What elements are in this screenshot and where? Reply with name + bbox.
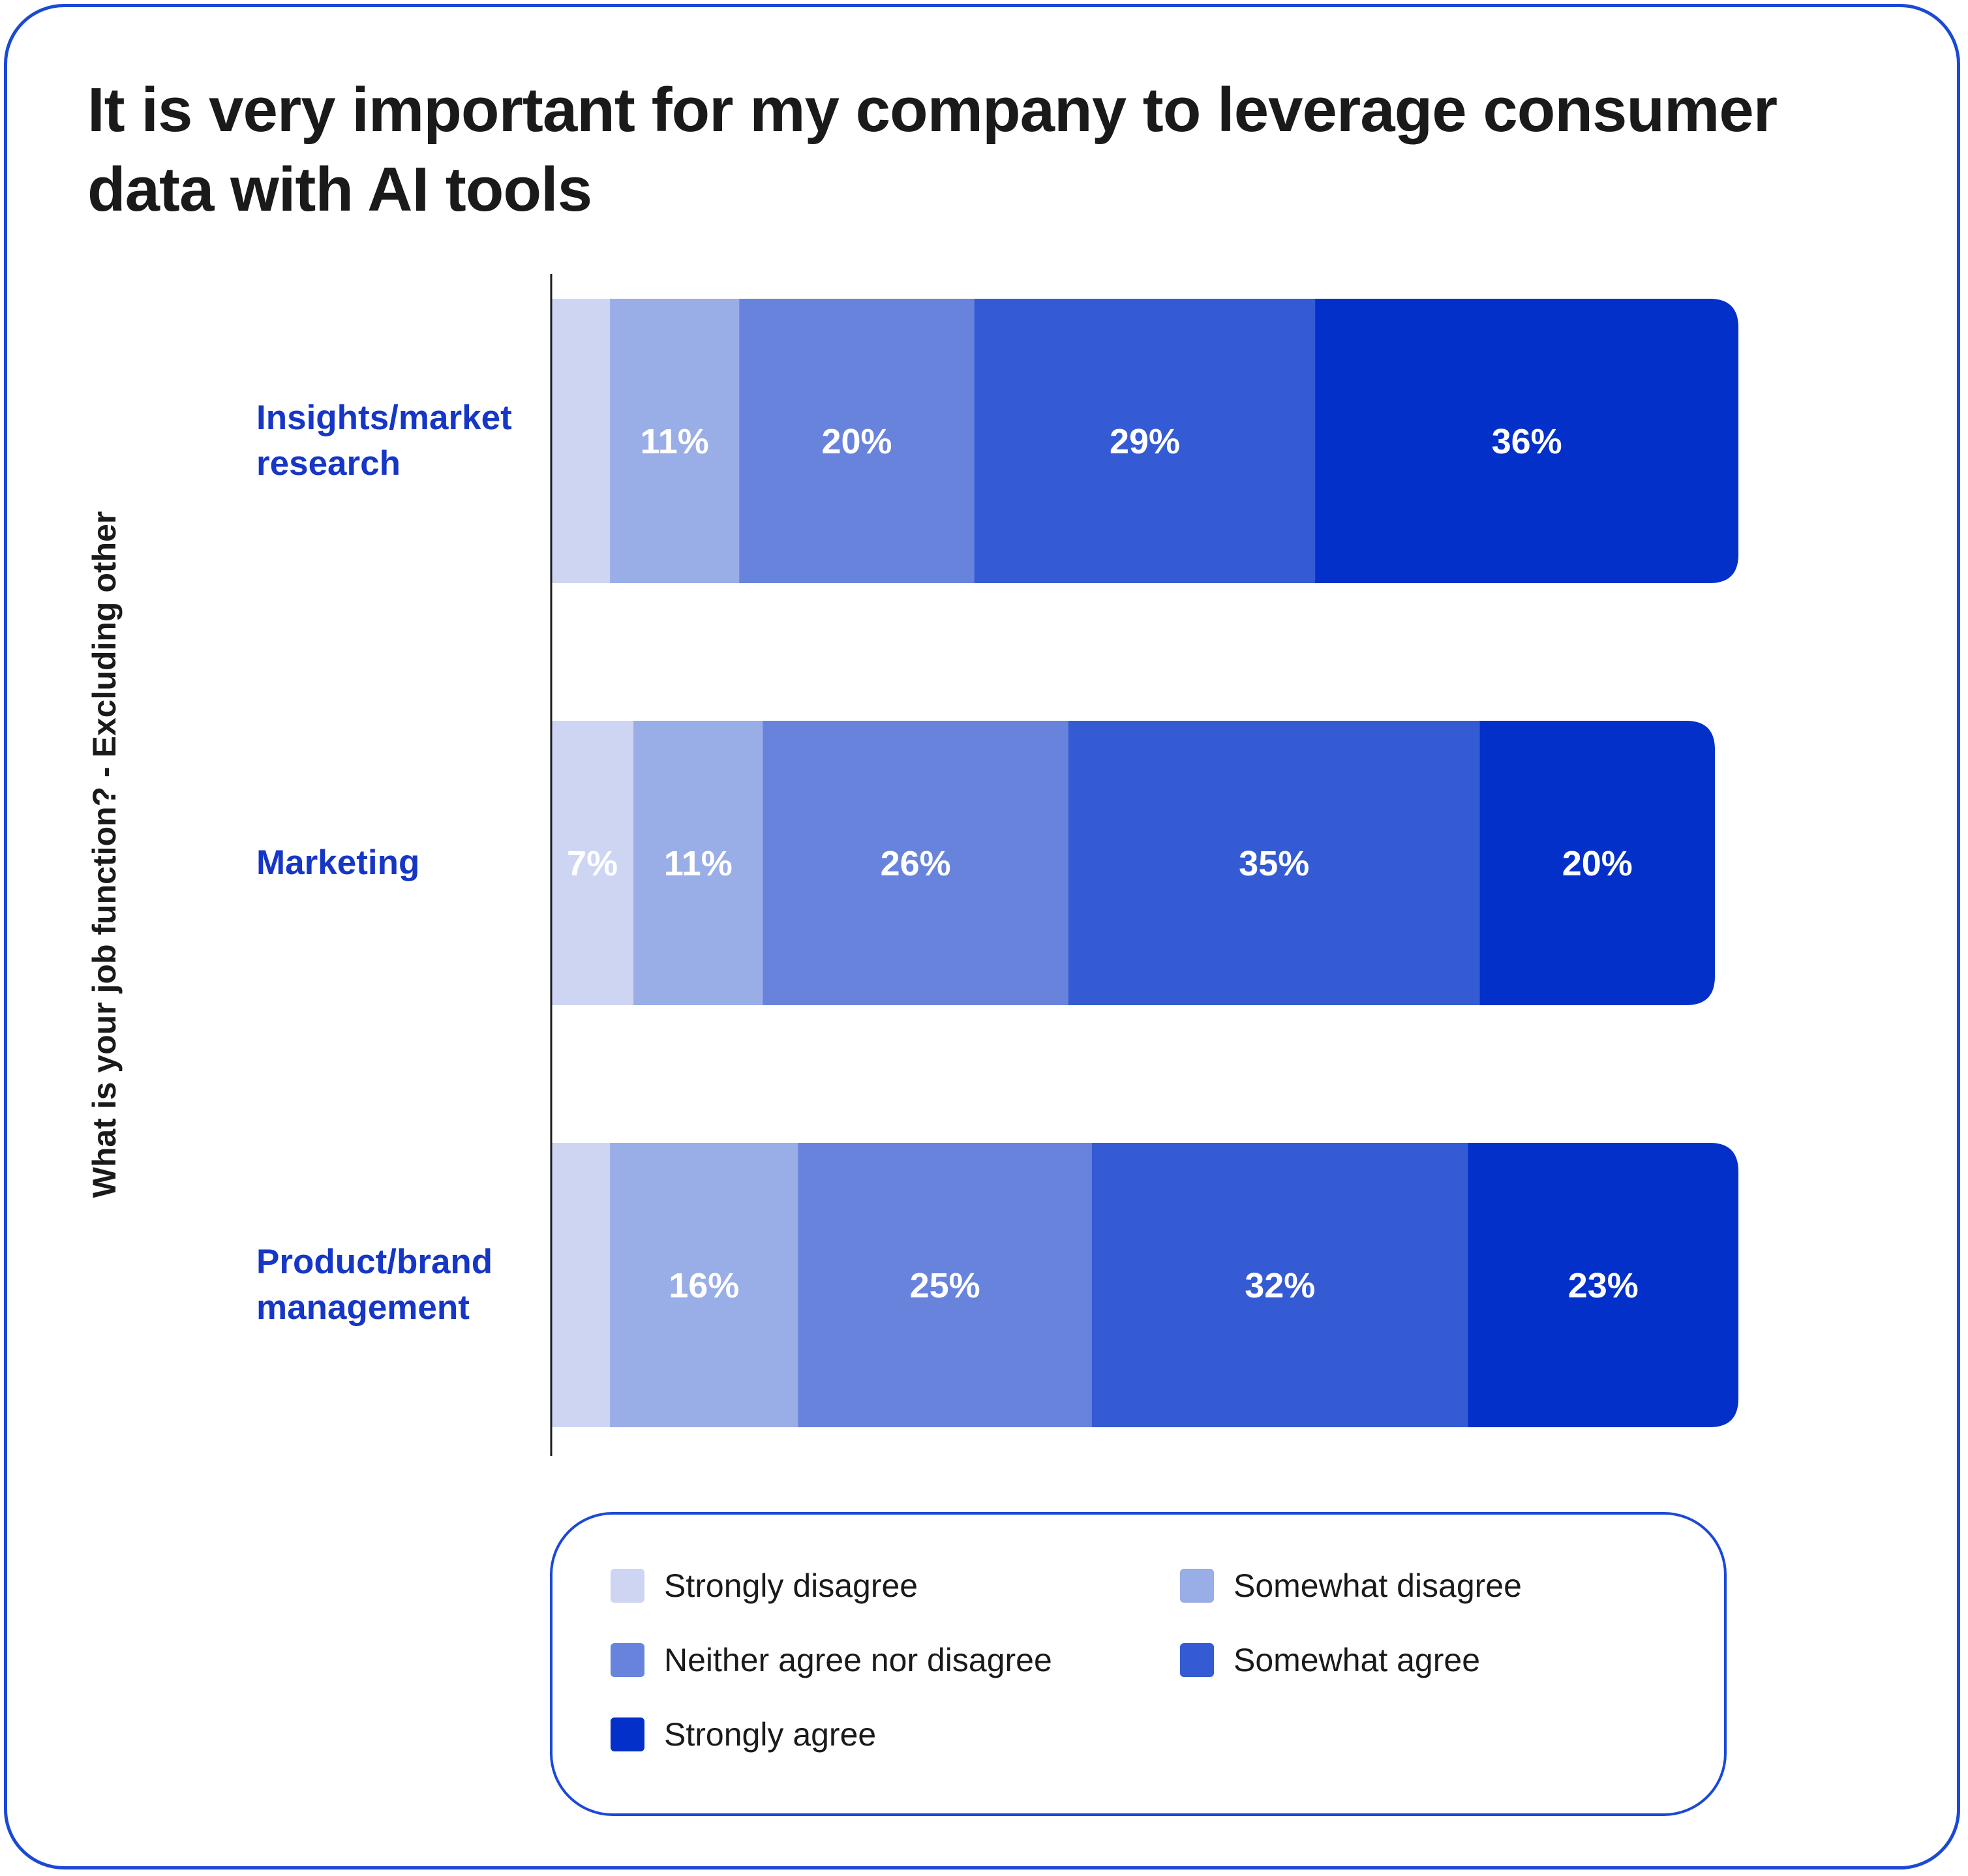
category-label-line: Insights/market bbox=[256, 399, 512, 437]
bar-group-2 bbox=[551, 1143, 1739, 1427]
legend-swatch bbox=[611, 1643, 644, 1677]
legend-label: Neither agree nor disagree bbox=[664, 1642, 1052, 1678]
legend-item: Somewhat agree bbox=[1180, 1641, 1480, 1680]
data-label: 11% bbox=[641, 422, 709, 461]
data-label: 29% bbox=[1110, 422, 1180, 461]
bar-segment-0-4 bbox=[1315, 299, 1739, 583]
bar-segment-0-3 bbox=[974, 299, 1316, 583]
data-label: 7% bbox=[567, 844, 618, 883]
data-label: 35% bbox=[1239, 844, 1309, 883]
category-label: Product/brand management bbox=[256, 1239, 492, 1331]
bar-segment-1-1 bbox=[633, 721, 763, 1005]
bar-segment-2-0 bbox=[551, 1143, 611, 1427]
category-label: Marketing bbox=[256, 840, 419, 886]
bar-group-1 bbox=[551, 721, 1715, 1005]
bar-segment-0-0 bbox=[551, 299, 611, 583]
legend-item: Strongly agree bbox=[611, 1715, 876, 1754]
bar-segment-2-2 bbox=[798, 1143, 1093, 1427]
data-label: 26% bbox=[881, 844, 951, 883]
data-label: 23% bbox=[1568, 1266, 1639, 1305]
legend-item: Somewhat disagree bbox=[1180, 1566, 1522, 1605]
category-label-line: management bbox=[256, 1288, 470, 1327]
bar-segment-1-3 bbox=[1068, 721, 1481, 1005]
legend: Strongly disagree Somewhat disagree Neithe… bbox=[550, 1512, 1727, 1816]
category-label-line: Marketing bbox=[256, 843, 420, 882]
category-label-line: research bbox=[256, 444, 401, 483]
legend-label: Somewhat agree bbox=[1234, 1642, 1481, 1678]
data-label: 20% bbox=[821, 422, 892, 461]
data-label: 25% bbox=[910, 1266, 980, 1305]
legend-swatch bbox=[611, 1717, 644, 1751]
category-label: Insights/market research bbox=[256, 395, 512, 487]
bar-segment-1-2 bbox=[763, 721, 1069, 1005]
legend-label: Strongly disagree bbox=[664, 1567, 918, 1604]
bar-segment-1-0 bbox=[551, 721, 634, 1005]
bar-segment-2-3 bbox=[1091, 1143, 1469, 1427]
legend-label: Somewhat disagree bbox=[1234, 1567, 1522, 1604]
legend-swatch bbox=[611, 1569, 644, 1603]
data-label: 36% bbox=[1492, 422, 1562, 461]
bar-group-0 bbox=[551, 299, 1739, 583]
data-label: 16% bbox=[669, 1266, 739, 1305]
category-label-line: Product/brand bbox=[256, 1243, 493, 1281]
bar-segment-2-1 bbox=[610, 1143, 798, 1427]
data-label: 11% bbox=[664, 844, 733, 883]
legend-swatch bbox=[1180, 1643, 1214, 1677]
chart-title: It is very important for my company to l… bbox=[87, 75, 1778, 224]
legend-item: Neither agree nor disagree bbox=[611, 1641, 1052, 1680]
data-label: 20% bbox=[1562, 844, 1633, 883]
legend-item: Strongly disagree bbox=[611, 1566, 918, 1605]
legend-swatch bbox=[1180, 1569, 1214, 1603]
bar-segment-0-2 bbox=[739, 299, 975, 583]
bar-segment-0-1 bbox=[610, 299, 740, 583]
bar-segment-2-4 bbox=[1468, 1143, 1739, 1427]
legend-label: Strongly agree bbox=[664, 1716, 877, 1753]
bar-segment-1-4 bbox=[1479, 721, 1715, 1005]
data-label: 32% bbox=[1245, 1266, 1315, 1305]
